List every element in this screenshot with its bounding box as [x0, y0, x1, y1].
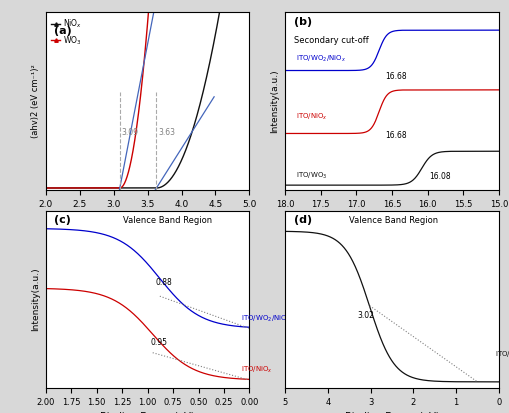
Text: ITO/NiO$_x$: ITO/NiO$_x$ — [296, 112, 328, 122]
Text: 16.68: 16.68 — [385, 71, 406, 81]
Legend: NiO$_x$, WO$_3$: NiO$_x$, WO$_3$ — [50, 16, 84, 48]
Text: 3.09: 3.09 — [122, 128, 139, 138]
Text: ITO/WO$_3$: ITO/WO$_3$ — [296, 170, 327, 180]
Text: ITO/WO$_3$: ITO/WO$_3$ — [495, 349, 509, 360]
Text: (d): (d) — [294, 215, 312, 225]
Text: Secondary cut-off: Secondary cut-off — [294, 36, 369, 45]
Text: 0.95: 0.95 — [151, 338, 167, 347]
Y-axis label: Intensity(a.u.): Intensity(a.u.) — [31, 268, 40, 331]
Text: (b): (b) — [294, 17, 312, 27]
Text: (c): (c) — [54, 215, 71, 225]
Text: 3.63: 3.63 — [158, 128, 176, 138]
Text: 16.68: 16.68 — [385, 131, 406, 140]
Text: Valence Band Region: Valence Band Region — [349, 216, 438, 225]
Text: ITO/WO$_2$/NiO$_x$: ITO/WO$_2$/NiO$_x$ — [241, 313, 291, 324]
Text: ITO/WO$_2$/NiO$_x$: ITO/WO$_2$/NiO$_x$ — [296, 54, 346, 64]
Text: (a): (a) — [54, 26, 72, 36]
X-axis label: Energy (eV): Energy (eV) — [119, 214, 176, 224]
Y-axis label: (ahv)2 (eV cm⁻¹)²: (ahv)2 (eV cm⁻¹)² — [31, 64, 40, 138]
Text: 3.02: 3.02 — [358, 311, 375, 320]
Text: ITO/NiO$_x$: ITO/NiO$_x$ — [241, 365, 273, 375]
Y-axis label: Intensity(a.u.): Intensity(a.u.) — [270, 69, 279, 133]
X-axis label: Binding Energy(eV): Binding Energy(eV) — [345, 214, 439, 224]
Text: 16.08: 16.08 — [429, 172, 450, 180]
Text: Valence Band Region: Valence Band Region — [123, 216, 212, 225]
Text: 0.88: 0.88 — [156, 278, 173, 287]
